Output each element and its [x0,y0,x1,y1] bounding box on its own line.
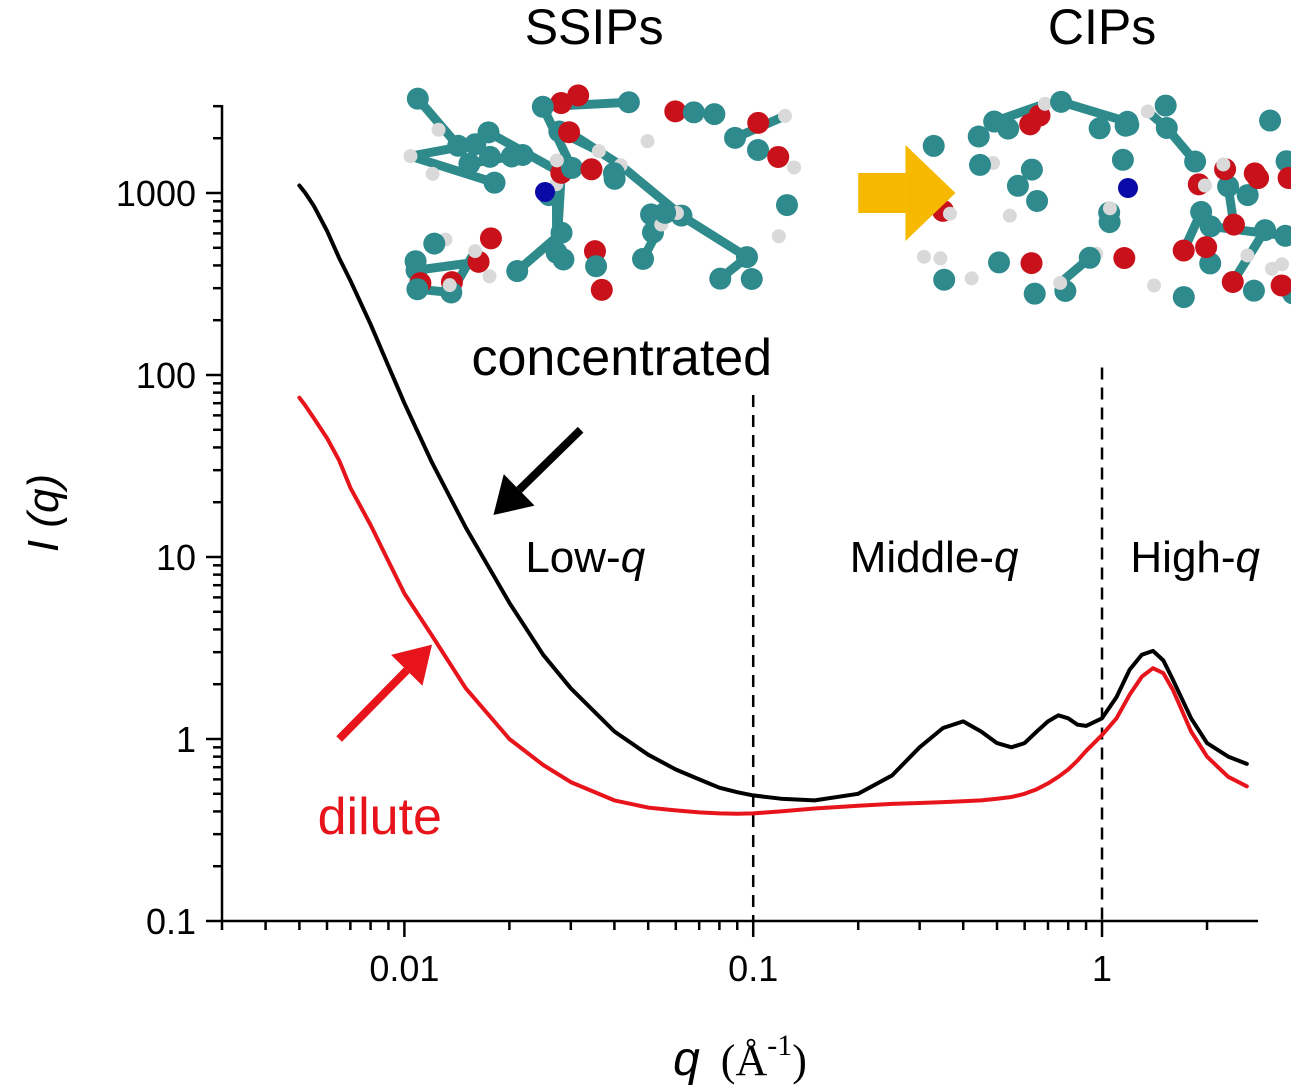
y-ticks: 0.1 1 10 100 1000 [116,104,222,942]
y-tick-label: 10 [156,537,196,578]
region-label: Low-q [525,533,645,582]
y-axis-title: I (q) [19,474,68,552]
annotations: Low-q Middle-q High-q concentrated dilute SSI… [318,0,1261,846]
y-tick-label: 1000 [116,173,196,214]
x-tick-label: 0.1 [728,948,778,989]
y-tick-label: 100 [136,355,196,396]
region-dividers [751,367,1104,921]
arrows [336,145,956,742]
region-label: High-q [1130,533,1260,582]
x-axis-title-main: q [673,1033,700,1085]
y-axis-title-main: I [19,540,68,552]
ion-pair-label: SSIPs [525,0,664,55]
x-axis-title-unit: (Å [721,1036,768,1085]
transition-arrow [858,145,956,241]
cip-molecule-cluster [916,90,1291,309]
region-label: Middle-q [850,533,1019,582]
molecule-illustrations [403,84,1291,309]
ion-pair-label: CIPs [1048,0,1156,55]
series [297,183,1249,816]
x-tick-label: 0.01 [369,948,439,989]
ssip-molecule-cluster [403,84,802,304]
y-tick-label: 1 [176,719,196,760]
x-axis-title-close: ) [792,1036,807,1085]
y-tick-label: 0.1 [146,901,196,942]
lithium-ion [535,182,555,202]
dilute-arrow [336,644,433,742]
y-axis-title-rest: (q) [19,474,68,540]
series-line-concentrated [297,183,1249,803]
lithium-ion [1118,178,1138,198]
concentrated-arrow [493,426,584,516]
x-tick-label: 1 [1092,948,1112,989]
series-label-concentrated: concentrated [471,329,772,387]
series-label-dilute: dilute [318,788,442,846]
x-axis-title-exp: -1 [767,1029,792,1062]
series-line-dilute [297,395,1249,816]
x-ticks: 0.01 0.1 1 [220,921,1209,989]
x-axis-title: q (Å-1) [673,1029,807,1085]
